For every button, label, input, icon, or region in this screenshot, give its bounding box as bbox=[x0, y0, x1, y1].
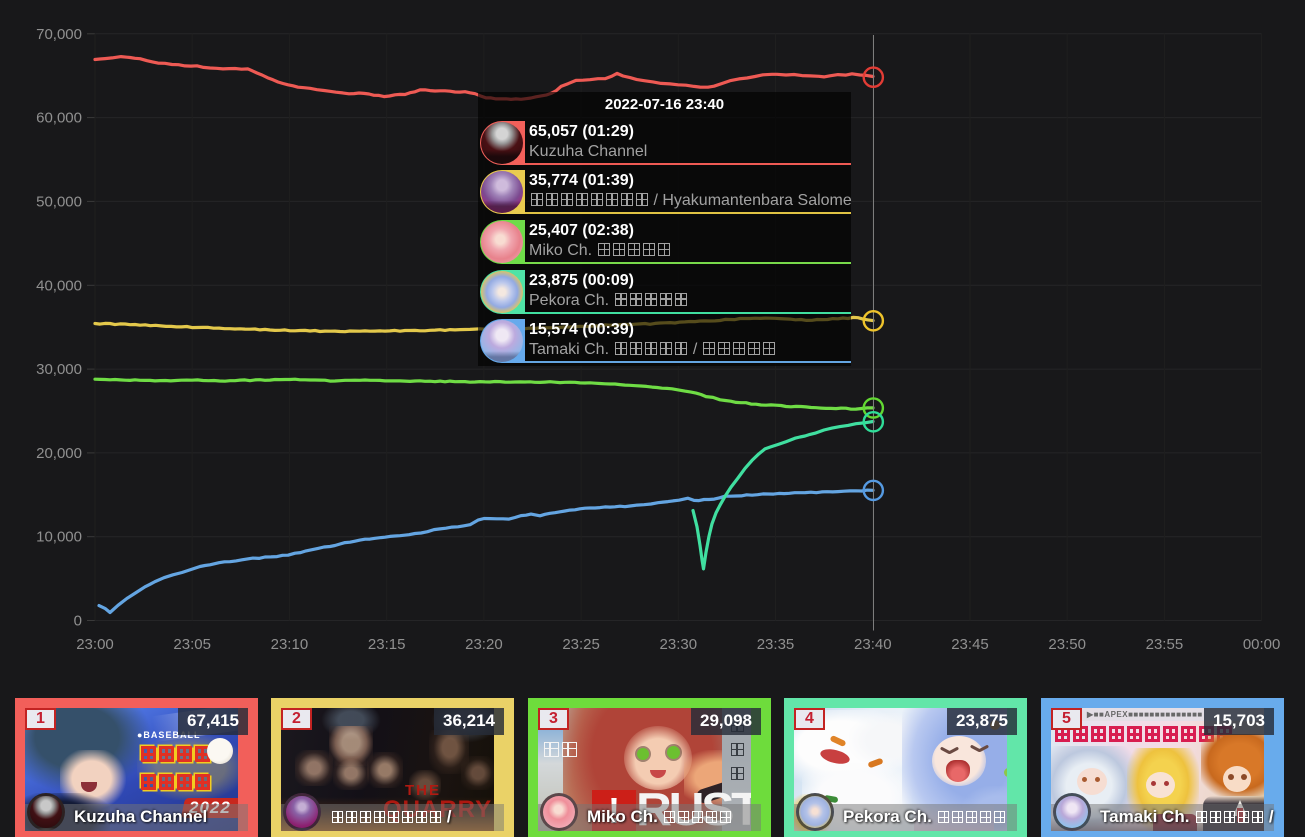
svg-text:23:15: 23:15 bbox=[368, 636, 406, 653]
svg-text:50,000: 50,000 bbox=[36, 193, 82, 210]
svg-text:23:05: 23:05 bbox=[173, 636, 211, 653]
svg-text:10,000: 10,000 bbox=[36, 529, 82, 546]
svg-text:23:20: 23:20 bbox=[465, 636, 503, 653]
svg-text:23:40: 23:40 bbox=[854, 636, 892, 653]
svg-text:23:10: 23:10 bbox=[271, 636, 309, 653]
svg-text:23:35: 23:35 bbox=[757, 636, 795, 653]
svg-text:23:50: 23:50 bbox=[1048, 636, 1086, 653]
svg-text:20,000: 20,000 bbox=[36, 445, 82, 462]
svg-text:23:25: 23:25 bbox=[562, 636, 600, 653]
svg-text:70,000: 70,000 bbox=[36, 26, 82, 43]
svg-text:60,000: 60,000 bbox=[36, 110, 82, 127]
svg-text:23:00: 23:00 bbox=[76, 636, 114, 653]
svg-text:0: 0 bbox=[74, 613, 82, 630]
svg-text:23:55: 23:55 bbox=[1146, 636, 1184, 653]
svg-text:23:30: 23:30 bbox=[660, 636, 698, 653]
svg-text:23:45: 23:45 bbox=[951, 636, 989, 653]
svg-text:40,000: 40,000 bbox=[36, 277, 82, 294]
svg-text:00:00: 00:00 bbox=[1243, 636, 1281, 653]
svg-text:30,000: 30,000 bbox=[36, 361, 82, 378]
